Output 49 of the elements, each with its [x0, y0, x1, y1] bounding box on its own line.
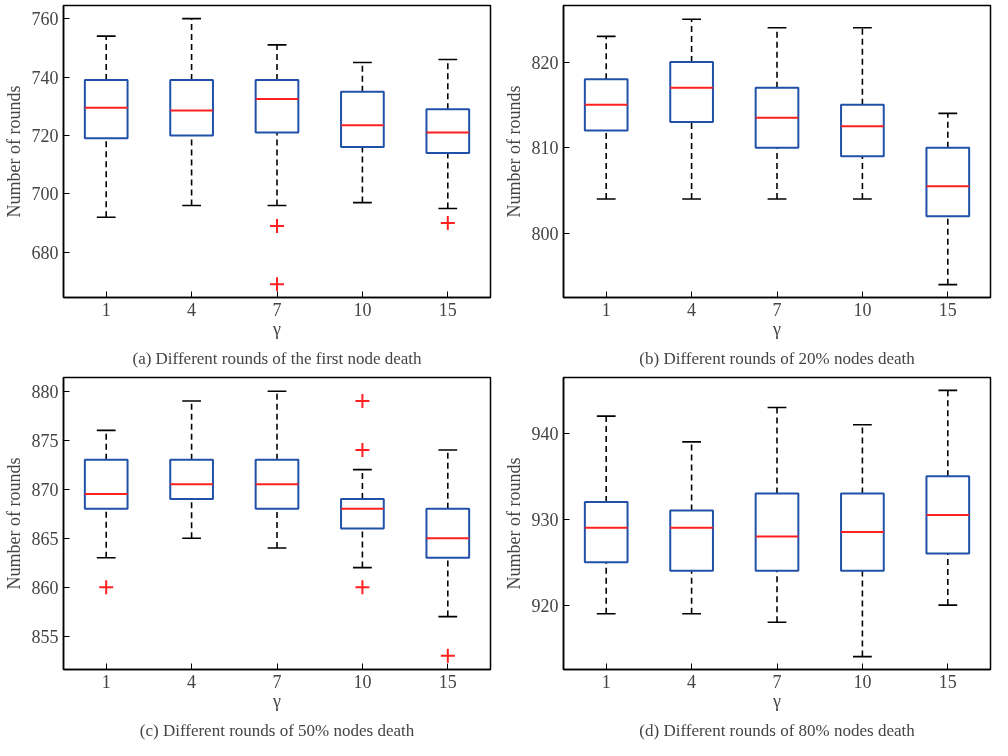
x-tick-label: 1: [101, 299, 111, 320]
x-tick-label: 4: [687, 671, 697, 692]
y-tick-label: 865: [31, 528, 59, 549]
y-tick-label: 740: [31, 67, 59, 88]
text: (c) Different rounds of 50% nodes death: [139, 720, 415, 740]
y-axis-title: Number of rounds: [503, 85, 524, 218]
x-tick-label: 10: [353, 299, 372, 320]
text: (a) Different rounds of the first node death: [132, 348, 423, 368]
y-tick-label: 920: [531, 595, 559, 616]
x-tick-label: 7: [772, 299, 782, 320]
x-tick-label: 15: [938, 299, 957, 320]
y-tick-label: 855: [31, 626, 59, 647]
y-tick-label: 870: [31, 479, 59, 500]
x-tick-label: 15: [938, 671, 957, 692]
x-tick-label: 4: [187, 299, 197, 320]
x-tick-label: 1: [601, 671, 611, 692]
x-tick-label: 10: [853, 671, 872, 692]
x-tick-label: 7: [272, 299, 282, 320]
x-tick-label: 7: [272, 671, 282, 692]
y-tick-label: 875: [31, 430, 59, 451]
y-axis-title: Number of rounds: [503, 457, 524, 590]
y-tick-label: 760: [31, 9, 59, 30]
x-tick-label: 1: [601, 299, 611, 320]
x-axis-title: γ: [272, 318, 282, 339]
y-tick-label: 820: [531, 52, 559, 73]
y-axis-title: Number of rounds: [3, 457, 24, 590]
x-tick-label: 15: [438, 671, 457, 692]
x-axis-title: γ: [772, 690, 782, 711]
y-axis-title: Number of rounds: [3, 85, 24, 218]
y-tick-label: 700: [31, 184, 59, 205]
y-tick-label: 860: [31, 577, 59, 598]
x-tick-label: 7: [772, 671, 782, 692]
text: (d) Different rounds of 80% nodes death: [639, 720, 916, 740]
y-tick-label: 810: [531, 138, 559, 159]
x-tick-label: 15: [438, 299, 457, 320]
y-tick-label: 800: [531, 223, 559, 244]
text: (b) Different rounds of 20% nodes death: [639, 348, 916, 368]
y-tick-label: 940: [531, 423, 559, 444]
x-axis-title: γ: [272, 690, 282, 711]
x-tick-label: 1: [101, 671, 111, 692]
y-tick-label: 880: [31, 381, 59, 402]
y-tick-label: 720: [31, 125, 59, 146]
x-axis-title: γ: [772, 318, 782, 339]
x-tick-label: 10: [853, 299, 872, 320]
x-tick-label: 4: [687, 299, 697, 320]
y-tick-label: 930: [531, 509, 559, 530]
y-tick-label: 680: [31, 242, 59, 263]
x-tick-label: 10: [353, 671, 372, 692]
x-tick-label: 4: [187, 671, 197, 692]
